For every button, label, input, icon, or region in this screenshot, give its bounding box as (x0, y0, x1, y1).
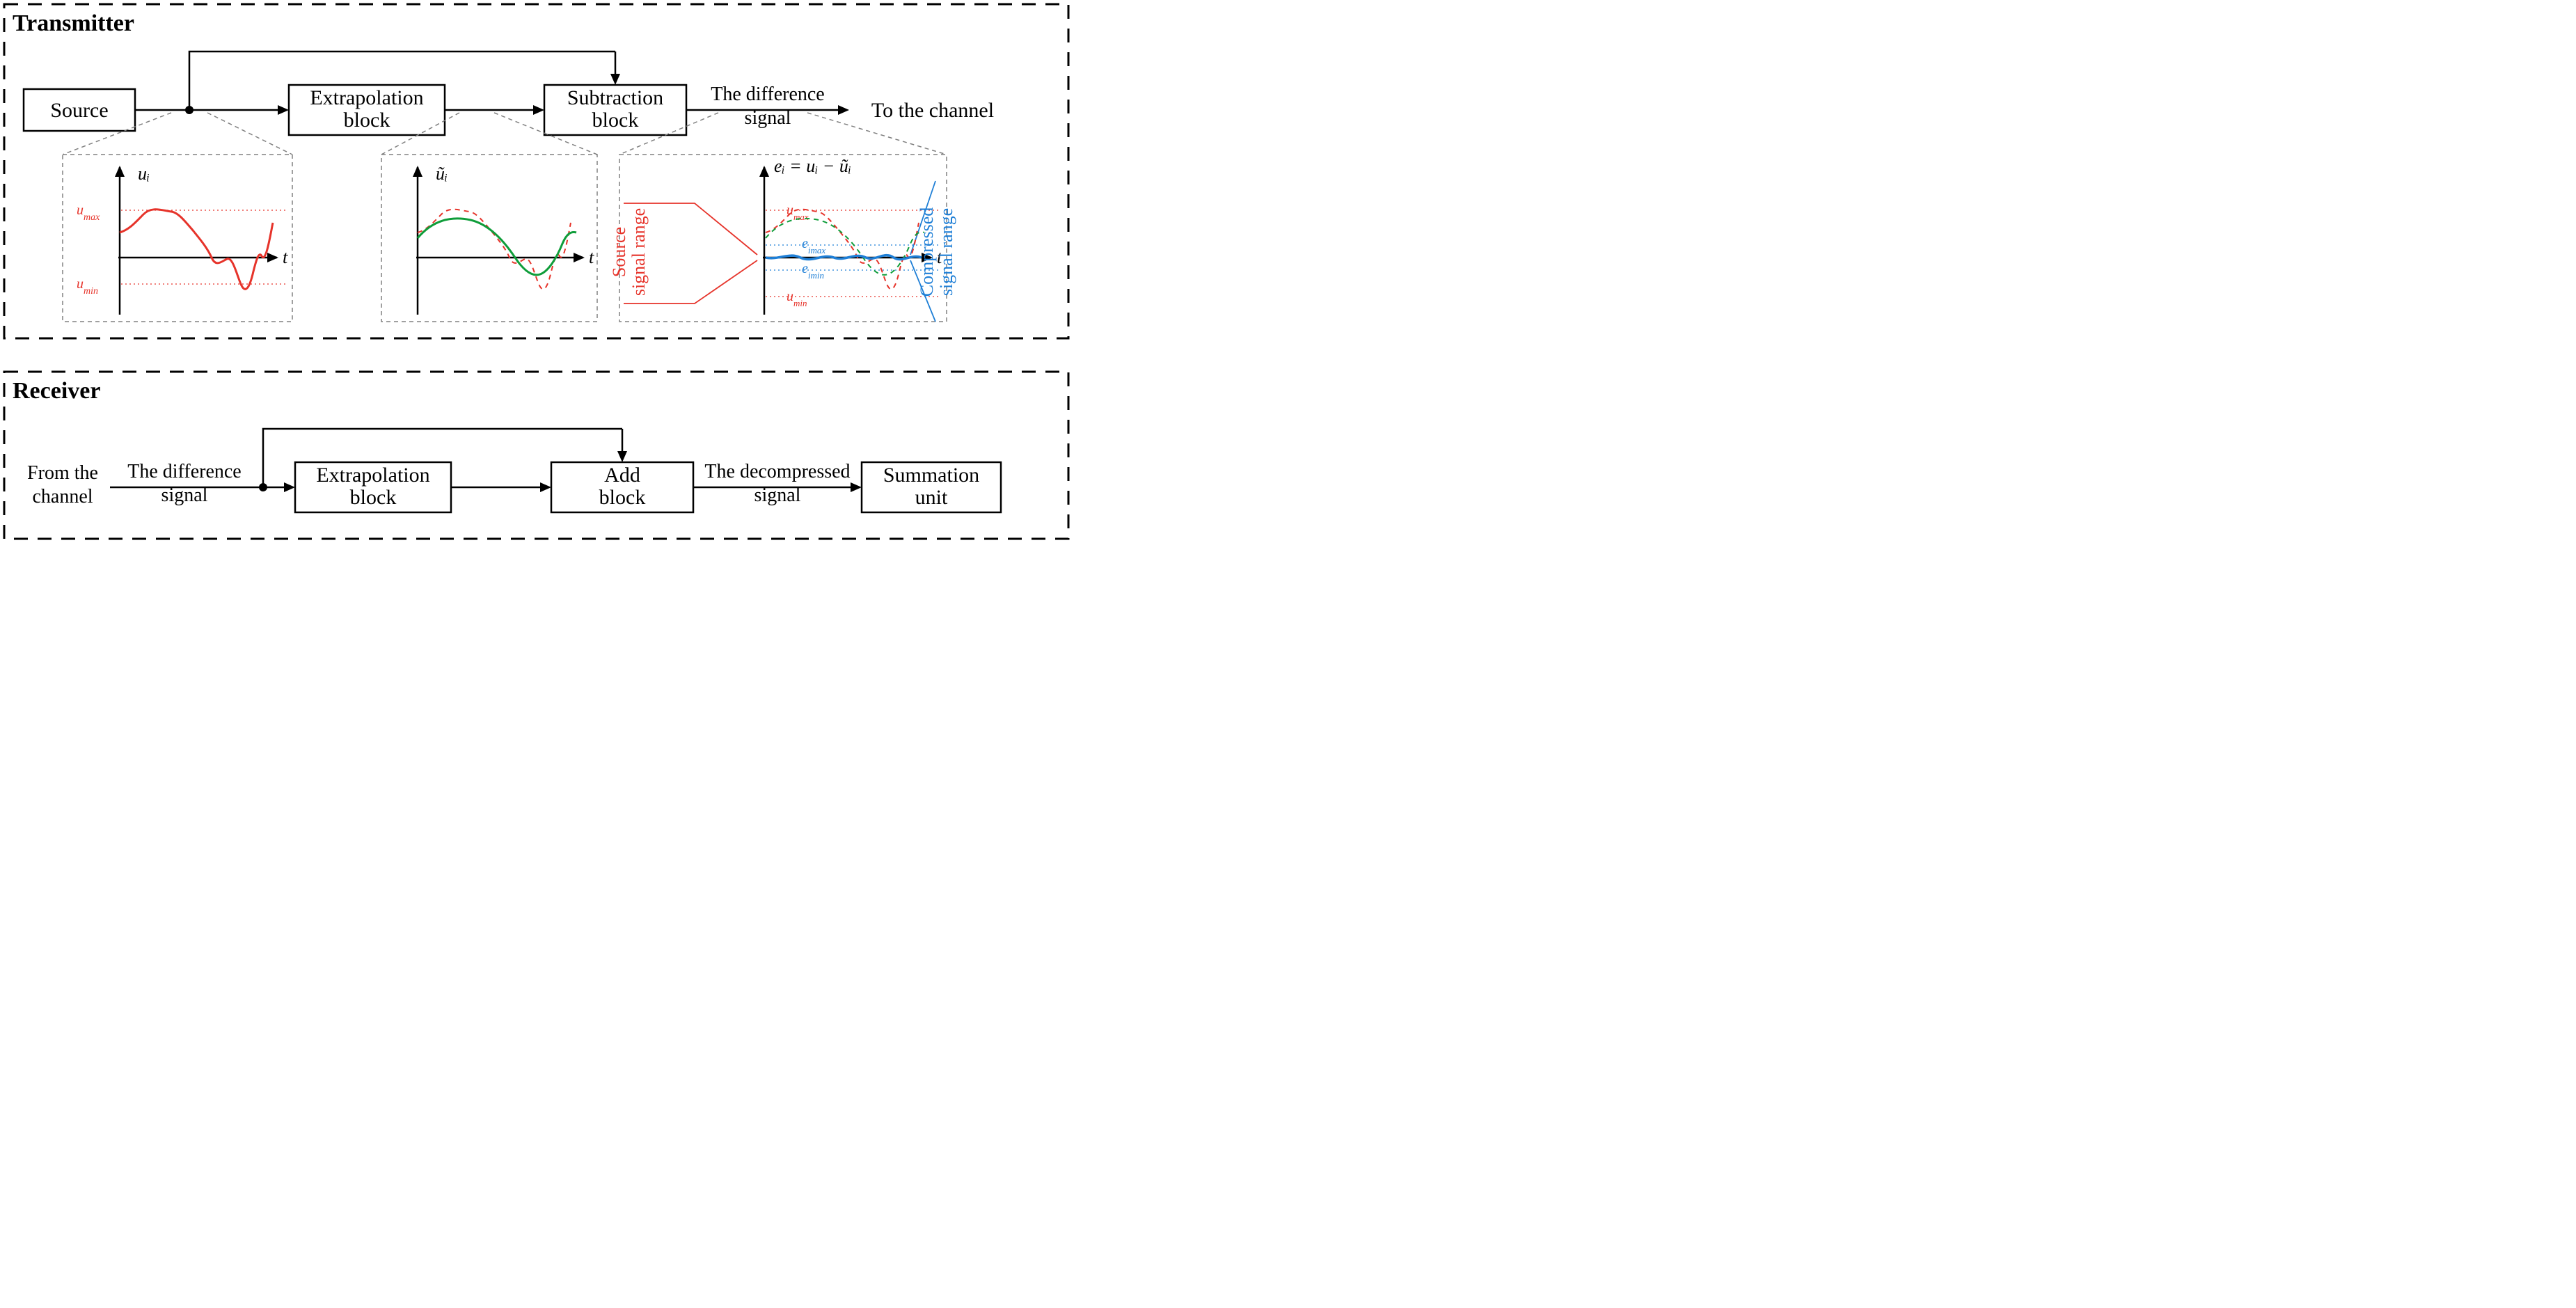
svg-text:Extrapolation: Extrapolation (316, 464, 429, 487)
svg-text:uᵢ: uᵢ (138, 164, 150, 184)
svg-text:Source: Source (50, 99, 108, 122)
svg-text:eimin: eimin (802, 261, 824, 281)
svg-text:signal range: signal range (629, 208, 649, 296)
svg-text:Receiver: Receiver (13, 378, 100, 404)
svg-text:block: block (599, 486, 646, 509)
svg-text:block: block (344, 109, 390, 132)
svg-text:Subtraction: Subtraction (567, 86, 663, 109)
svg-text:eimax: eimax (802, 236, 825, 255)
svg-text:block: block (350, 486, 397, 509)
transmitter-frame (4, 4, 1068, 338)
svg-text:ũᵢ: ũᵢ (436, 164, 448, 184)
receiver-frame (4, 372, 1068, 539)
svg-text:channel: channel (32, 486, 93, 507)
svg-text:signal: signal (754, 484, 801, 506)
svg-text:The difference: The difference (711, 84, 825, 105)
svg-text:signal: signal (745, 107, 791, 129)
svg-text:Add: Add (604, 464, 640, 487)
svg-text:umin: umin (787, 289, 807, 308)
svg-text:umin: umin (77, 276, 98, 297)
svg-text:block: block (592, 109, 639, 132)
svg-text:t: t (589, 247, 594, 267)
diagram-root: TransmitterSourceExtrapolationblockSubtr… (0, 0, 1073, 544)
svg-text:umax: umax (77, 203, 100, 223)
svg-text:The difference: The difference (127, 461, 242, 482)
svg-text:Summation: Summation (883, 464, 979, 487)
svg-text:Compressed: Compressed (917, 207, 937, 297)
svg-text:Transmitter: Transmitter (13, 10, 134, 36)
svg-text:unit: unit (915, 486, 948, 509)
svg-text:t: t (283, 247, 288, 267)
svg-text:Source: Source (609, 227, 629, 277)
svg-text:eᵢ = uᵢ − ũᵢ: eᵢ = uᵢ − ũᵢ (774, 156, 851, 176)
svg-text:From the: From the (27, 462, 98, 484)
svg-text:signal range: signal range (936, 208, 956, 296)
svg-text:The decompressed: The decompressed (704, 461, 850, 482)
svg-text:signal: signal (161, 484, 208, 506)
svg-text:Extrapolation: Extrapolation (310, 86, 423, 109)
svg-text:To the channel: To the channel (871, 99, 994, 122)
